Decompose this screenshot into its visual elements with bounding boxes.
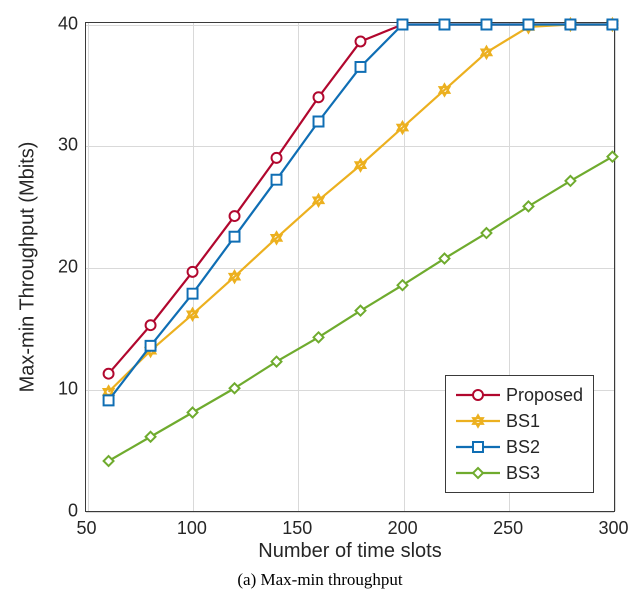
series-marker <box>565 20 575 30</box>
x-tick-label: 50 <box>76 518 96 539</box>
legend-row: Proposed <box>456 382 583 408</box>
series-marker <box>607 20 617 30</box>
series-marker <box>188 289 198 299</box>
y-tick-label: 40 <box>58 13 78 34</box>
series-marker <box>439 20 449 30</box>
series-marker <box>314 92 324 102</box>
series-marker <box>104 369 114 379</box>
legend-row: BS3 <box>456 460 583 486</box>
series-marker <box>188 267 198 277</box>
legend-row: BS2 <box>456 434 583 460</box>
series-marker <box>146 341 156 351</box>
legend-swatch <box>456 463 500 483</box>
figure-container: Proposed BS1 BS2 BS3 Max-min Throughput (Mb… <box>0 0 640 593</box>
series-marker <box>607 152 617 162</box>
legend-swatch <box>456 437 500 457</box>
legend-swatch <box>456 411 500 431</box>
series-marker <box>104 456 114 466</box>
series-marker <box>481 20 491 30</box>
series-marker <box>314 117 324 127</box>
series-marker <box>272 175 282 185</box>
y-tick-label: 30 <box>58 135 78 156</box>
grid-line-v <box>615 23 616 511</box>
series-line <box>109 24 613 400</box>
legend-label: Proposed <box>506 385 583 406</box>
legend-row: BS1 <box>456 408 583 434</box>
series-marker <box>565 176 575 186</box>
series-marker <box>188 408 198 418</box>
series-marker <box>230 211 240 221</box>
x-tick-label: 200 <box>388 518 418 539</box>
y-axis-label: Max-min Throughput (Mbits) <box>17 142 40 393</box>
legend-swatch <box>456 385 500 405</box>
x-tick-label: 150 <box>282 518 312 539</box>
x-tick-label: 100 <box>177 518 207 539</box>
y-tick-label: 20 <box>58 257 78 278</box>
legend-label: BS2 <box>506 437 540 458</box>
y-tick-label: 0 <box>68 500 78 521</box>
chart-legend: Proposed BS1 BS2 BS3 <box>445 375 594 493</box>
legend-label: BS1 <box>506 411 540 432</box>
figure-caption: (a) Max-min throughput <box>237 570 402 590</box>
y-tick-label: 10 <box>58 378 78 399</box>
legend-label: BS3 <box>506 463 540 484</box>
x-tick-label: 250 <box>493 518 523 539</box>
x-axis-label: Number of time slots <box>258 540 441 563</box>
series-marker <box>104 395 114 405</box>
series-marker <box>146 432 156 442</box>
series-line <box>109 24 613 391</box>
x-tick-label: 300 <box>598 518 628 539</box>
series-marker <box>356 36 366 46</box>
series-marker <box>356 62 366 72</box>
plot-area: Proposed BS1 BS2 BS3 <box>85 22 615 512</box>
grid-line-h <box>86 512 614 513</box>
series-marker <box>523 20 533 30</box>
series-marker <box>230 232 240 242</box>
series-marker <box>272 153 282 163</box>
series-marker <box>398 20 408 30</box>
series-marker <box>146 320 156 330</box>
